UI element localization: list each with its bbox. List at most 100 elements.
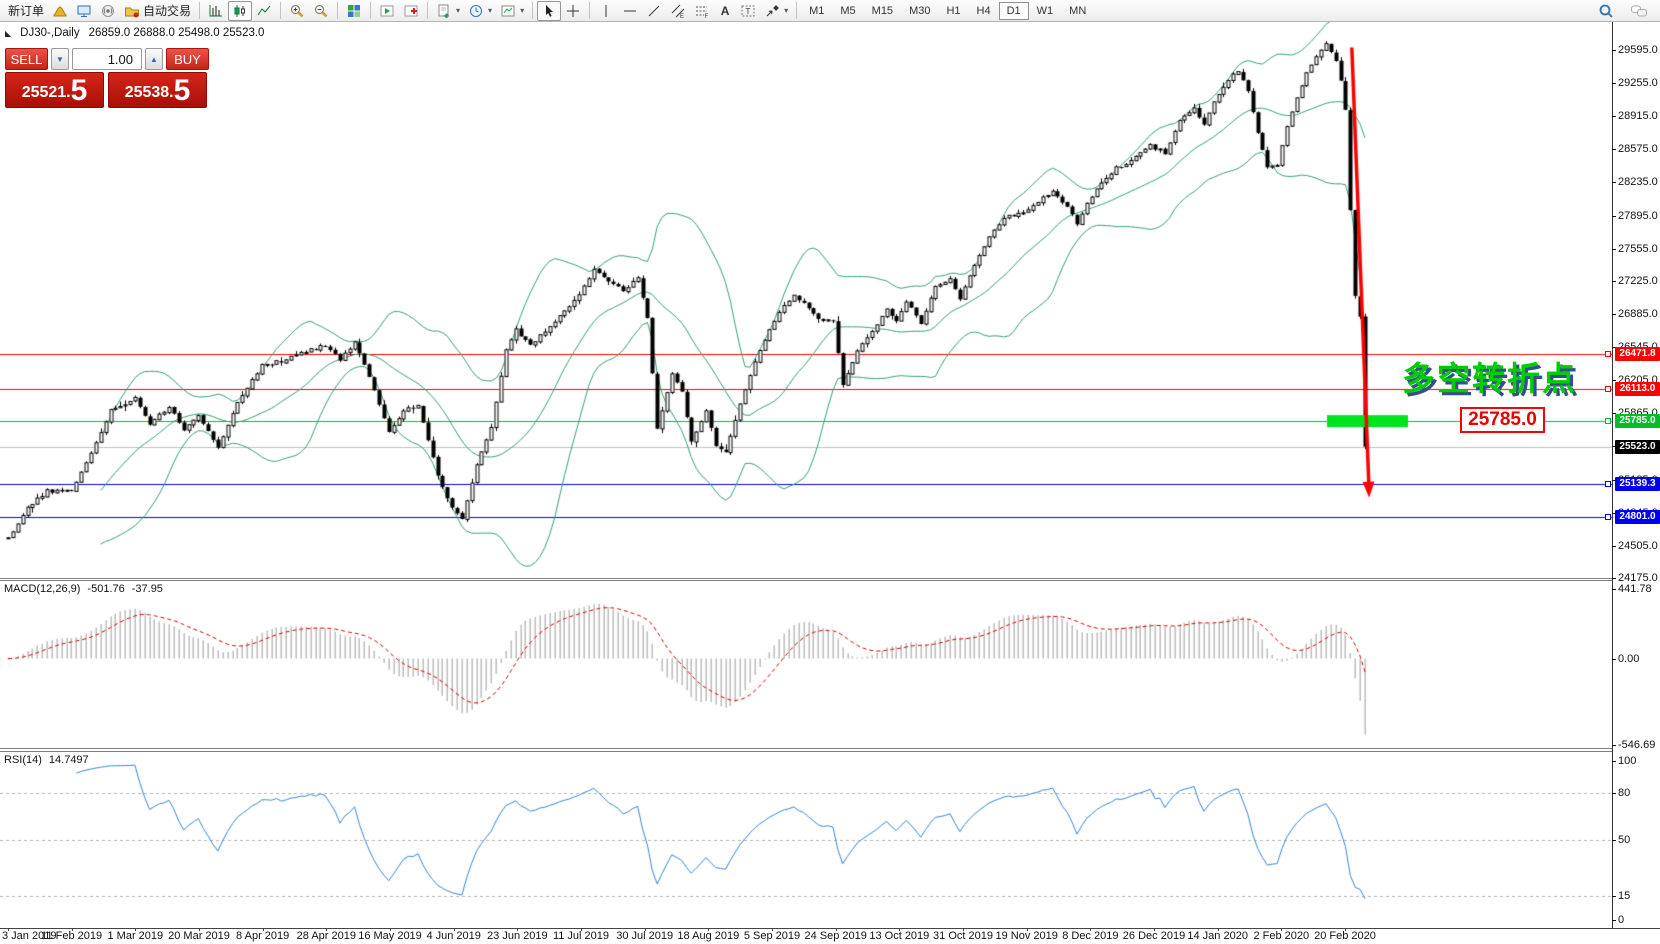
chat-button[interactable]	[1626, 1, 1652, 21]
buy-price-panel[interactable]: 25538. 5	[108, 72, 207, 108]
volume-input[interactable]	[72, 48, 142, 70]
date-tick	[645, 929, 646, 931]
arrows-tool-button[interactable]: ▾	[760, 1, 792, 21]
price-axis-tick-label: 28915.0	[1618, 110, 1658, 122]
timeframe-button-h4[interactable]: H4	[976, 4, 991, 17]
new-order-button[interactable]: 新订单	[4, 1, 48, 21]
sell-price-panel[interactable]: 25521. 5	[5, 72, 104, 108]
toolbar-separator	[427, 2, 429, 19]
timeframe-button-m30[interactable]: M30	[909, 4, 931, 17]
zoom-out-icon	[315, 4, 328, 17]
level-anchor-marker[interactable]	[1605, 418, 1611, 424]
terminal-button[interactable]	[72, 1, 96, 21]
level-anchor-marker[interactable]	[1605, 386, 1611, 392]
date-tick	[517, 929, 518, 931]
buy-button[interactable]: BUY	[166, 48, 209, 70]
panel-divider[interactable]	[0, 578, 1612, 581]
rsi-axis-tick-label: 0	[1618, 914, 1625, 926]
fibonacci-tool-button[interactable]: F	[690, 1, 714, 21]
price-callout-label[interactable]: 25785.0	[1460, 407, 1545, 433]
date-tick	[899, 929, 900, 931]
new-chart-icon[interactable]	[48, 1, 72, 21]
date-tick	[1027, 929, 1028, 931]
line-chart-icon	[257, 5, 271, 15]
sell-button[interactable]: SELL	[5, 48, 48, 70]
level-price-label[interactable]: 25785.0	[1615, 414, 1660, 428]
timeframe-button-m1[interactable]: M1	[809, 4, 825, 17]
level-price-label[interactable]: 26113.0	[1615, 382, 1660, 396]
periods-button[interactable]: ▾	[464, 1, 496, 21]
collapse-triangle-icon[interactable]: ◣	[5, 29, 12, 38]
panel-divider[interactable]	[0, 748, 1612, 752]
crosshair-tool-button[interactable]	[561, 1, 585, 21]
date-label: 18 Aug 2019	[677, 930, 740, 942]
volume-increase-button[interactable]: ▲	[145, 48, 163, 70]
macd-panel-canvas[interactable]	[0, 581, 1612, 748]
timeframe-button-w1[interactable]: W1	[1036, 4, 1054, 17]
candlestick-chart-button[interactable]	[228, 0, 253, 21]
autotrading-icon	[125, 7, 140, 17]
templates-button[interactable]: ▾	[496, 1, 528, 21]
price-axis-area[interactable]: 29595.0 29255.0 28915.0 28575.0 28235.0 27895…	[1605, 0, 1660, 944]
tile-windows-button[interactable]	[342, 1, 366, 21]
bar-chart-button[interactable]	[204, 1, 228, 21]
rsi-value: 14.7497	[48, 754, 89, 766]
strategy-tester-button[interactable]	[96, 1, 120, 21]
line-chart-button[interactable]	[252, 1, 276, 21]
auto-scroll-button[interactable]	[375, 1, 399, 21]
zoom-out-button[interactable]	[309, 1, 333, 21]
auto-scroll-icon	[380, 5, 394, 16]
date-tick	[454, 929, 455, 931]
level-price-label[interactable]: 24801.0	[1615, 510, 1660, 524]
text-label-tool-button[interactable]: T	[736, 1, 760, 21]
price-chart-canvas[interactable]	[0, 22, 1612, 578]
cursor-tool-button[interactable]	[537, 0, 562, 21]
current-price-label[interactable]: 25523.0	[1615, 440, 1660, 454]
search-button[interactable]	[1594, 1, 1618, 21]
price-axis-tick-label: 28235.0	[1618, 176, 1658, 188]
level-price-label[interactable]: 26471.8	[1615, 347, 1660, 361]
macd-axis-tick-label: 0.00	[1618, 653, 1640, 665]
channel-tool-button[interactable]: E	[666, 1, 690, 21]
chart-shift-button[interactable]	[399, 1, 423, 21]
macd-main-value: -501.76	[87, 583, 125, 595]
add-indicator-button[interactable]: ▾	[432, 1, 464, 21]
timeframe-button-m5[interactable]: M5	[840, 4, 856, 17]
time-axis[interactable]: 3 Jan 2019 11 Feb 2019 1 Mar 2019 20 Mar 20…	[0, 929, 1660, 944]
level-anchor-marker[interactable]	[1605, 351, 1611, 357]
price-axis-tick	[1612, 347, 1616, 348]
date-label: 1 Mar 2019	[107, 930, 164, 942]
chevron-down-icon: ▾	[784, 6, 789, 15]
price-axis-tick	[1612, 546, 1616, 547]
text-tool-button[interactable]: A	[714, 1, 736, 21]
rsi-axis-tick-label: 100	[1618, 755, 1637, 767]
horizontal-line-tool-button[interactable]	[618, 1, 642, 21]
price-axis-tick-label: 27555.0	[1618, 243, 1658, 255]
date-tick	[8, 929, 9, 931]
ohlc-values: 26859.0 26888.0 25498.0 25523.0	[88, 27, 265, 39]
zoom-in-icon	[291, 4, 304, 17]
autotrading-button[interactable]: 自动交易	[120, 1, 195, 21]
toolbar-separator	[796, 2, 798, 19]
timeframe-button-h1[interactable]: H1	[946, 4, 961, 17]
zoom-in-button[interactable]	[285, 1, 309, 21]
trendline-tool-button[interactable]	[642, 1, 666, 21]
macd-axis-tick	[1612, 745, 1616, 746]
timeframe-button-d1[interactable]: D1	[998, 1, 1029, 20]
price-axis-tick	[1612, 314, 1616, 315]
level-anchor-marker[interactable]	[1605, 514, 1611, 520]
rsi-panel-canvas[interactable]	[0, 752, 1612, 928]
level-anchor-marker[interactable]	[1605, 481, 1611, 487]
chevron-down-icon: ▾	[520, 6, 525, 15]
volume-decrease-button[interactable]: ▼	[51, 48, 69, 70]
timeframe-button-mn[interactable]: MN	[1069, 4, 1087, 17]
timeframe-button-m15[interactable]: M15	[871, 4, 894, 17]
price-axis-line	[1612, 22, 1613, 928]
level-price-label[interactable]: 25139.3	[1615, 477, 1660, 491]
text-label-icon: T	[741, 5, 755, 16]
rsi-axis-tick-label: 80	[1618, 787, 1631, 799]
toolbar-separator	[370, 2, 372, 19]
turning-point-annotation[interactable]: 多空转折点	[1402, 360, 1577, 397]
vertical-line-tool-button[interactable]	[594, 1, 618, 21]
toolbar-separator	[337, 2, 339, 19]
